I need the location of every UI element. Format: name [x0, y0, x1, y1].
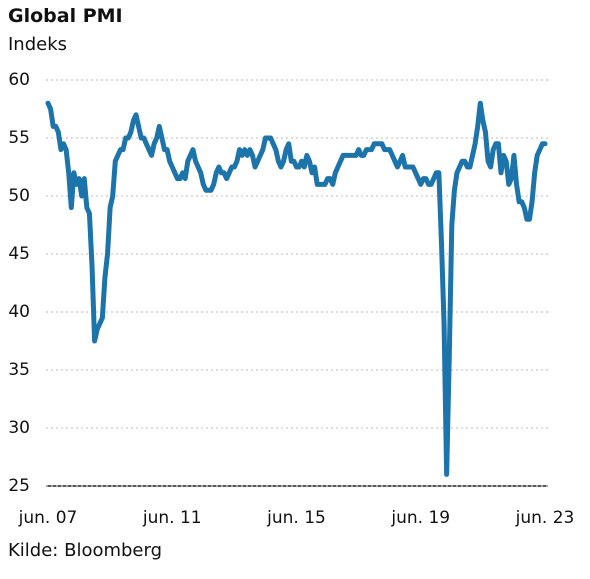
x-tick-label: jun. 19: [390, 508, 450, 528]
y-tick-label: 25: [8, 476, 30, 496]
y-tick-label: 45: [8, 244, 30, 264]
x-tick-label: jun. 23: [515, 508, 575, 528]
y-tick-label: 50: [8, 186, 30, 206]
y-tick-label: 35: [8, 360, 30, 380]
x-tick-label: jun. 15: [266, 508, 326, 528]
y-tick-label: 40: [8, 302, 30, 322]
x-tick-label: jun. 07: [18, 508, 78, 528]
y-tick-label: 30: [8, 418, 30, 438]
x-tick-label: jun. 11: [142, 508, 202, 528]
source-note: Kilde: Bloomberg: [8, 540, 162, 561]
chart-subtitle: Indeks: [8, 34, 67, 55]
chart-title: Global PMI: [8, 5, 123, 27]
data-line: [45, 100, 548, 477]
y-tick-label: 60: [8, 70, 30, 90]
y-tick-label: 55: [8, 128, 30, 148]
